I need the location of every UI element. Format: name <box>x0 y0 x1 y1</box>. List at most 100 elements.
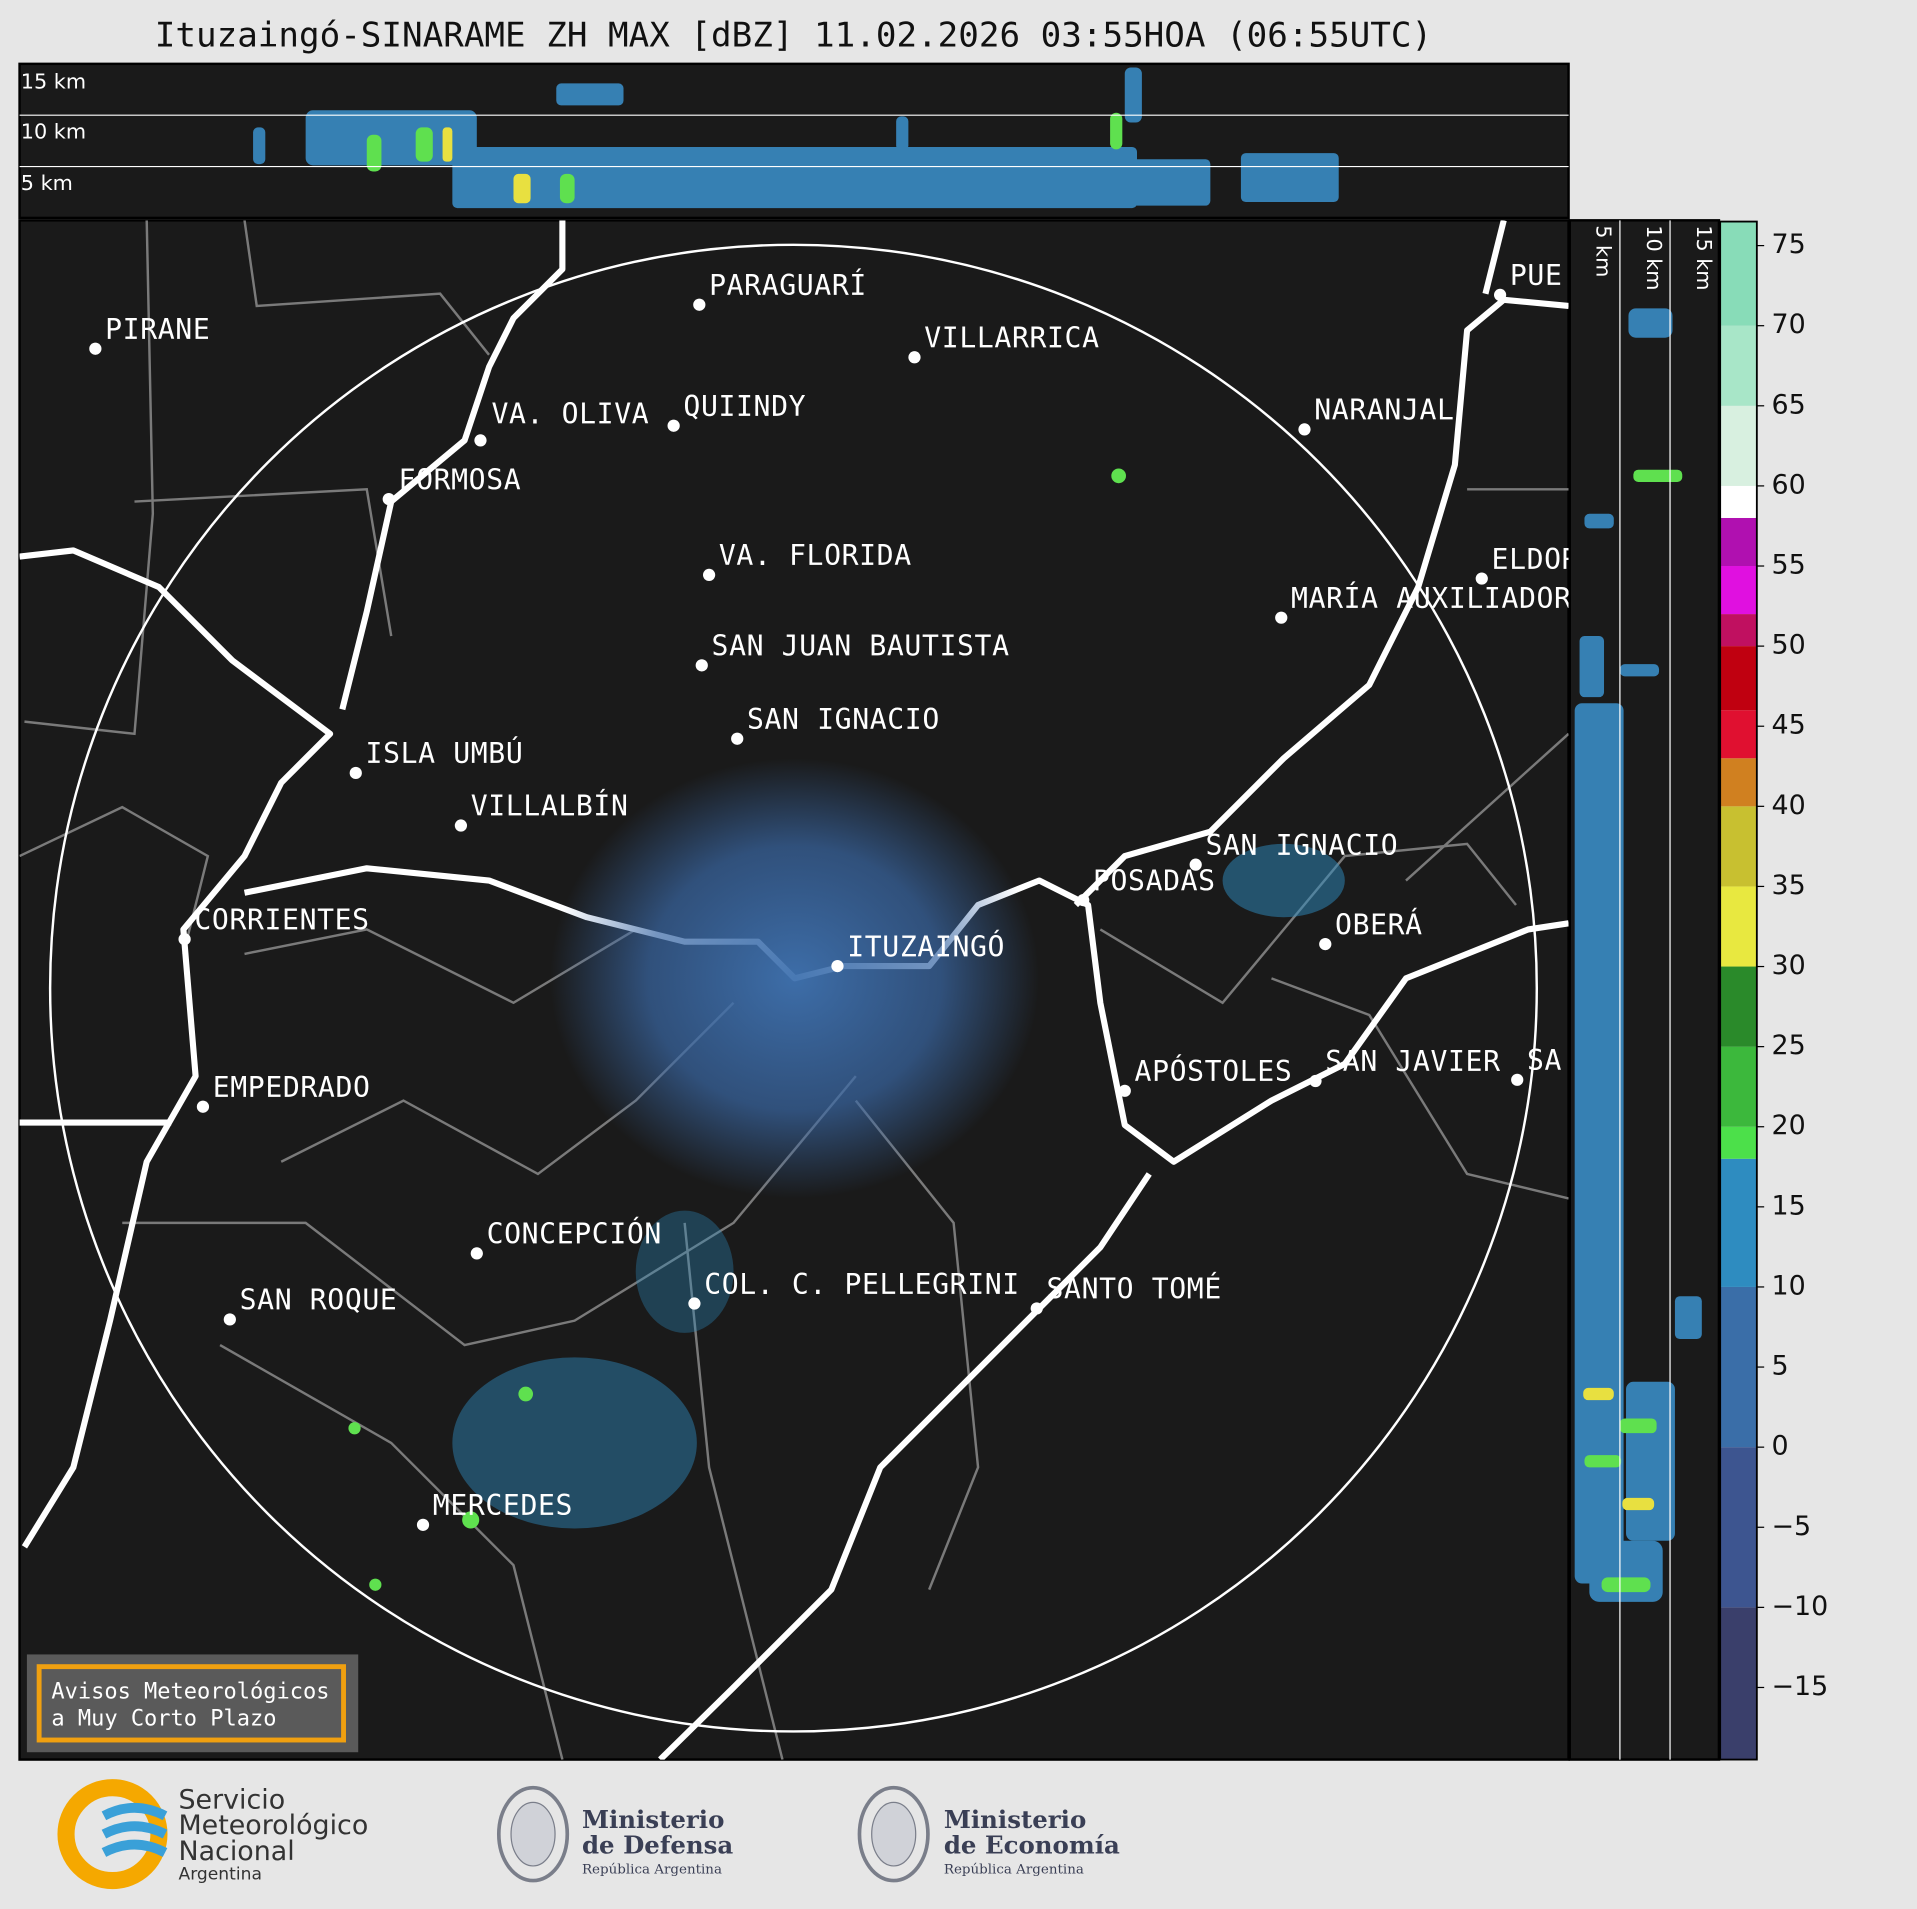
colorbar-tick-label: 40 <box>1772 790 1806 821</box>
colorbar-segment <box>1720 710 1757 759</box>
colorbar-tick-label: 45 <box>1772 710 1806 741</box>
logo-text: República Argentina <box>582 1862 722 1877</box>
logo-text: Ministerio <box>944 1805 1086 1834</box>
place-dot <box>1511 1073 1524 1086</box>
logo-text: Nacional <box>178 1836 294 1867</box>
colorbar-tick-label: −15 <box>1772 1671 1829 1702</box>
colorbar-tick-label: 5 <box>1772 1351 1789 1382</box>
place-label: COL. C. PELLEGRINI <box>704 1268 1020 1301</box>
side-panel: 5 km 10 km 15 km <box>1568 219 1721 1761</box>
place-dot <box>1077 893 1090 907</box>
logo-text: de Economía <box>944 1831 1120 1860</box>
place-label: CORRIENTES <box>194 903 369 936</box>
place-dot <box>1493 288 1507 302</box>
colorbar-tick-label: 0 <box>1772 1431 1789 1462</box>
colorbar-segment <box>1720 614 1757 647</box>
place-dot <box>1030 1302 1043 1315</box>
place-dot <box>1309 1074 1322 1088</box>
place-label: CONCEPCIÓN <box>487 1217 662 1251</box>
place-label: PUE <box>1510 259 1563 292</box>
top-panel: 15 km 10 km 5 km <box>18 62 1570 220</box>
place-dot <box>470 1247 483 1260</box>
logos: Servicio Meteorológico Nacional Argentin… <box>57 1779 1120 1890</box>
place-dot <box>688 1297 701 1310</box>
place-label: PIRANE <box>105 313 210 346</box>
logo-text: Servicio <box>178 1784 285 1815</box>
place-label: SAN JUAN BAUTISTA <box>712 630 1010 663</box>
place-dot <box>1118 1084 1131 1097</box>
colorbar-segment <box>1720 806 1757 887</box>
colorbar-segment <box>1720 1286 1757 1448</box>
colorbar-segment <box>1720 566 1757 615</box>
height-label: 5 km <box>1592 225 1616 277</box>
place-label: NARANJAL <box>1314 394 1454 427</box>
colorbar-frame <box>1719 220 1758 1761</box>
place-dot <box>1275 611 1288 624</box>
place-dot <box>1298 423 1311 436</box>
place-label: SA <box>1527 1044 1562 1077</box>
place-label: POSADAS <box>1093 864 1216 897</box>
place-dot <box>695 659 708 672</box>
logo-text: República Argentina <box>944 1862 1084 1877</box>
place-dot <box>349 766 362 780</box>
colorbar-tick-label: 35 <box>1772 870 1806 901</box>
place-label: APÓSTOLES <box>1135 1054 1293 1088</box>
colorbar-segment <box>1720 1126 1757 1159</box>
colorbar-segment <box>1720 886 1757 967</box>
place-label: ITUZAINGÓ <box>847 929 1005 963</box>
height-label: 15 km <box>21 69 86 93</box>
map: PIRANE PARAGUARÍ VILLARRICA VA. OLIVA QUIIND… <box>18 219 1632 1761</box>
colorbar-segment <box>1720 325 1757 406</box>
place-dot <box>1475 572 1488 585</box>
colorbar-segment <box>1720 1046 1757 1127</box>
logo-text: Meteorológico <box>178 1810 368 1841</box>
place-label: SAN IGNACIO <box>747 703 940 736</box>
place-dot <box>178 933 191 946</box>
place-label: QUIINDY <box>683 390 806 423</box>
place-dot <box>731 732 744 745</box>
place-label: VILLALBÍN <box>471 789 629 823</box>
colorbar-tick-label: 70 <box>1772 309 1806 340</box>
place-label: MERCEDES <box>433 1489 573 1522</box>
colorbar-segment <box>1720 966 1757 1047</box>
place-label: MARÍA AUXILIADORA <box>1291 581 1589 615</box>
place-label: ELDORADO <box>1492 543 1632 576</box>
colorbar-tick-label: 20 <box>1772 1110 1806 1141</box>
place-label: SAN ROQUE <box>240 1284 398 1317</box>
logo-text: de Defensa <box>582 1831 733 1860</box>
place-dot <box>196 1100 210 1113</box>
place-label: SANTO TOMÉ <box>1047 1272 1222 1306</box>
place-dot <box>223 1313 236 1326</box>
height-label: 5 km <box>21 171 73 195</box>
colorbar-tick-label: 65 <box>1772 389 1806 420</box>
colorbar-tick-label: −10 <box>1772 1591 1829 1622</box>
notice-line: a Muy Corto Plazo <box>51 1706 276 1731</box>
height-label: 15 km <box>1692 225 1716 290</box>
place-dot <box>908 351 921 364</box>
colorbar-segment <box>1720 646 1757 711</box>
place-dot <box>416 1518 430 1531</box>
place-label: PARAGUARÍ <box>709 268 867 302</box>
place-label: VA. OLIVA <box>491 397 649 430</box>
colorbar-segment <box>1720 1447 1757 1608</box>
colorbar-tick-label: 60 <box>1772 469 1806 500</box>
place-label: VILLARRICA <box>924 321 1099 354</box>
logo-text: Argentina <box>178 1864 261 1884</box>
colorbar-tick-label: 30 <box>1772 950 1806 981</box>
colorbar-segment <box>1720 517 1757 567</box>
colorbar-tick-label: −5 <box>1772 1511 1812 1542</box>
place-label: OBERÁ <box>1335 907 1423 941</box>
height-label: 10 km <box>21 119 86 143</box>
place-dot <box>474 434 487 447</box>
colorbar-tick-label: 25 <box>1772 1030 1806 1061</box>
colorbar-tick-label: 55 <box>1772 550 1806 581</box>
colorbar-segment <box>1720 758 1757 807</box>
height-label: 10 km <box>1642 225 1666 290</box>
place-dot <box>1319 937 1332 951</box>
colorbar-segment <box>1720 485 1757 518</box>
logo-text: Ministerio <box>582 1805 724 1834</box>
colorbar-segment <box>1720 405 1757 486</box>
colorbar-tick-label: 15 <box>1772 1190 1806 1221</box>
